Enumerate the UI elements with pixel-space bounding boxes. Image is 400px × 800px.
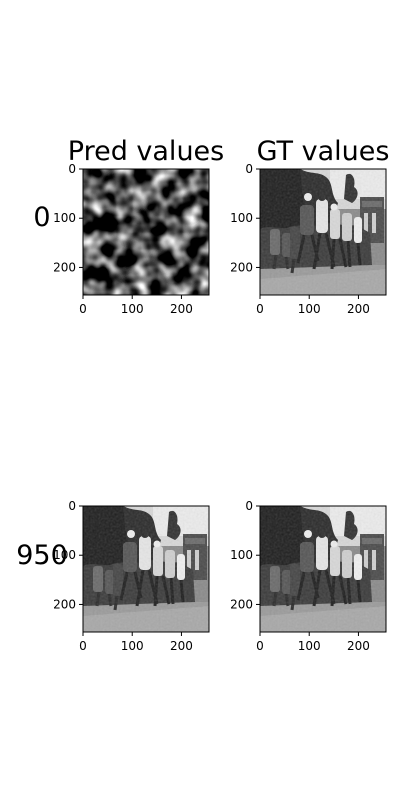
column-title-gt: GT values [257,136,390,167]
x-tick-label: 200 [170,302,193,316]
y-tick-label: 100 [53,211,76,225]
panel-frame [82,505,210,633]
x-tick-label: 100 [298,639,321,653]
y-tick-label: 200 [230,260,253,274]
y-tick-label: 100 [53,548,76,562]
panel-frame [259,505,387,633]
panel-image-photo [260,506,386,632]
y-tick-label: 100 [230,211,253,225]
panel-frame [82,168,210,296]
x-tick-label: 100 [121,302,144,316]
x-tick-label: 200 [170,639,193,653]
x-tick-label: 0 [256,302,264,316]
y-tick-label: 0 [245,499,253,513]
panel-frame [259,168,387,296]
row-label-1: 950 [16,540,68,571]
x-tick-label: 200 [347,302,370,316]
y-tick-label: 200 [53,597,76,611]
column-title-pred: Pred values [68,136,224,167]
x-tick-label: 100 [298,302,321,316]
y-tick-label: 0 [68,499,76,513]
panel-gt-950 [259,505,387,633]
x-tick-label: 0 [79,302,87,316]
panel-pred-0 [82,168,210,296]
y-tick-label: 200 [53,260,76,274]
row-label-0: 0 [33,202,50,233]
panel-image-photo [83,506,209,632]
x-tick-label: 0 [79,639,87,653]
y-tick-label: 0 [68,162,76,176]
x-tick-label: 200 [347,639,370,653]
x-tick-label: 100 [121,639,144,653]
axis-ticks: 0 100 200 0 100 200 0 100 200 0 100 200 0 100 200 0 100 2… [53,162,370,653]
x-tick-label: 0 [256,639,264,653]
y-tick-label: 100 [230,548,253,562]
panel-image-photo [260,169,386,295]
panel-pred-950 [82,505,210,633]
y-tick-label: 200 [230,597,253,611]
panel-gt-0 [259,168,387,296]
y-tick-label: 0 [245,162,253,176]
